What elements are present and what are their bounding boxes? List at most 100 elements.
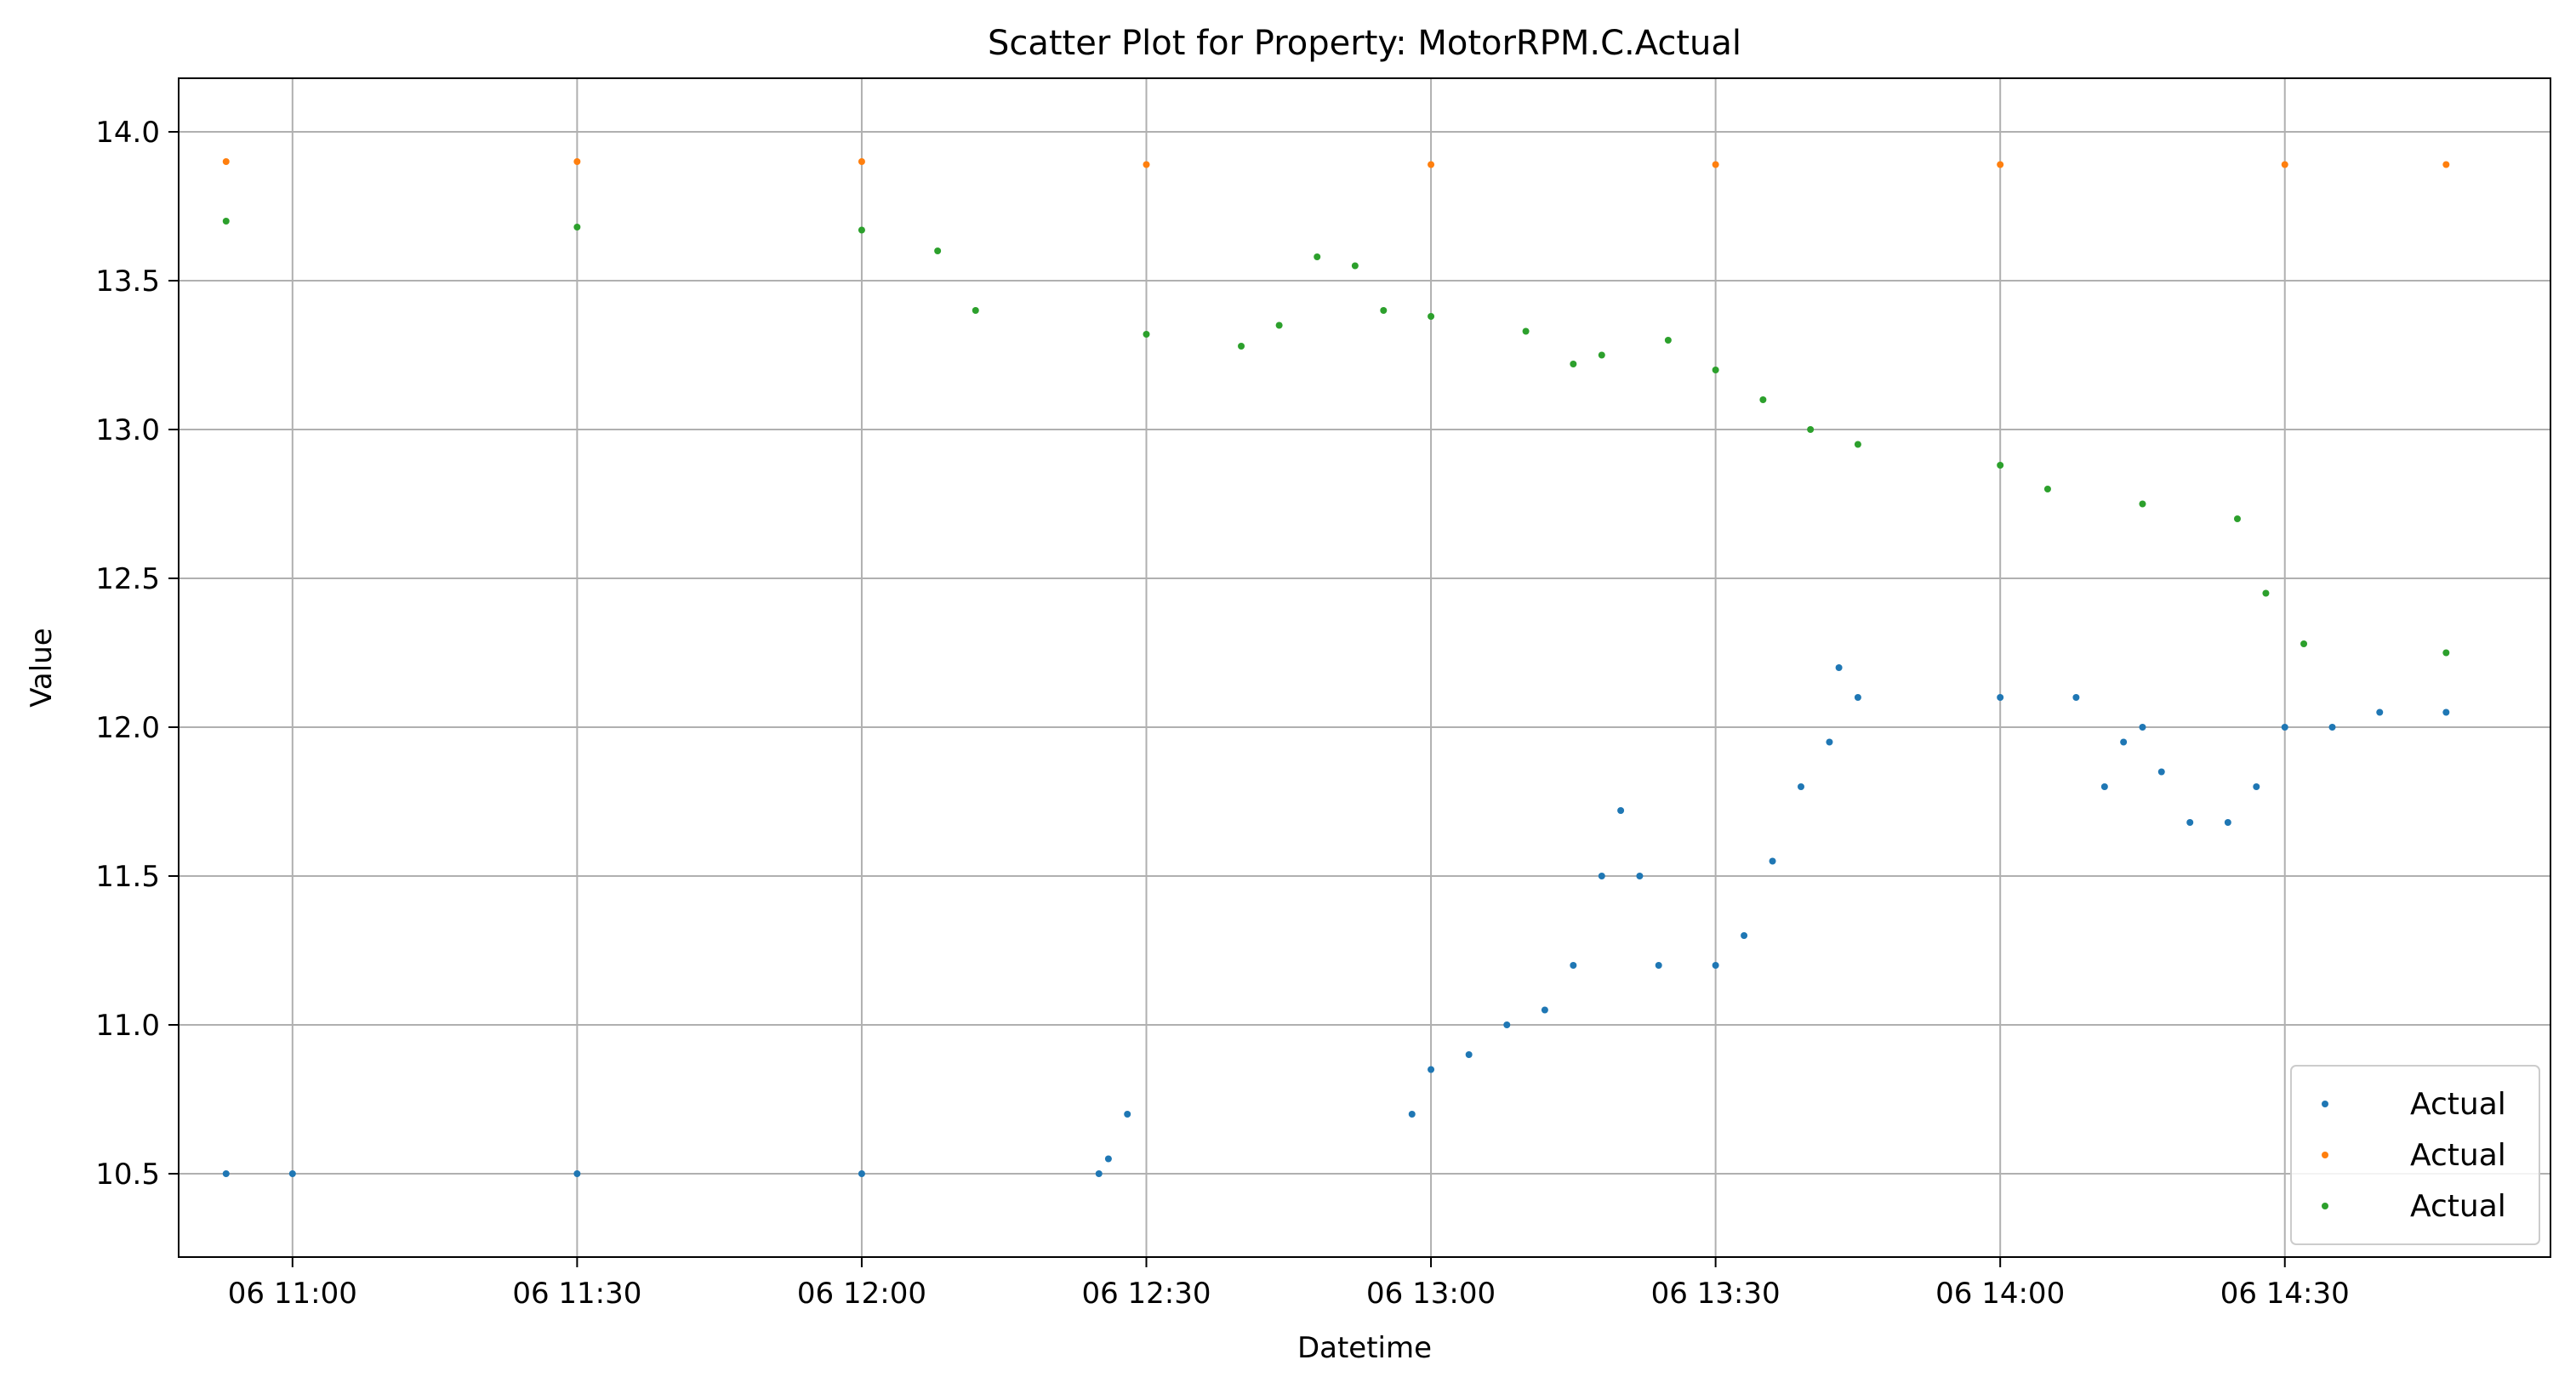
- legend: Actual Actual Actual: [2290, 1065, 2540, 1245]
- data-point: [858, 226, 865, 234]
- data-points: [222, 158, 2450, 1177]
- data-point: [858, 1170, 865, 1177]
- data-point: [1124, 1111, 1131, 1118]
- data-point: [2157, 768, 2165, 776]
- data-point: [2253, 783, 2260, 790]
- y-tick-label: 14.0: [95, 116, 160, 150]
- data-point: [1835, 664, 1843, 671]
- data-point: [2376, 708, 2384, 716]
- x-axis: 06 11:00 06 11:30 06 12:00 06 12:30 06 13:00…: [228, 1257, 2350, 1311]
- data-point: [1143, 331, 1150, 338]
- data-point: [2262, 589, 2270, 597]
- x-tick-label: 06 12:30: [1081, 1277, 1211, 1311]
- data-point: [858, 158, 865, 165]
- data-point: [1826, 738, 1833, 746]
- data-point: [2442, 161, 2450, 168]
- data-point: [1465, 1051, 1473, 1058]
- data-point: [2300, 640, 2308, 647]
- data-point: [1541, 1006, 1548, 1014]
- x-tick-label: 06 11:30: [512, 1277, 641, 1311]
- data-point: [222, 218, 230, 225]
- data-point: [222, 1170, 230, 1177]
- data-point: [1428, 161, 1435, 168]
- data-point: [222, 158, 230, 165]
- data-point: [1095, 1170, 1103, 1177]
- y-tick-label: 13.0: [95, 413, 160, 447]
- data-point: [2120, 738, 2128, 746]
- data-point: [1598, 873, 1605, 879]
- legend-marker-green: [2322, 1203, 2328, 1209]
- data-point: [2139, 724, 2146, 731]
- data-point: [573, 158, 581, 165]
- data-point: [1598, 351, 1605, 359]
- x-tick-label: 06 14:00: [1935, 1277, 2065, 1311]
- data-point: [2100, 783, 2108, 790]
- series-3-points: [222, 218, 2450, 657]
- data-point: [1741, 932, 1748, 939]
- data-point: [1143, 161, 1150, 168]
- legend-label-3: Actual: [2410, 1189, 2506, 1224]
- legend-label-1: Actual: [2410, 1087, 2506, 1122]
- data-point: [2043, 486, 2051, 492]
- data-point: [1428, 1066, 1435, 1073]
- data-point: [1854, 694, 1861, 701]
- data-point: [2328, 724, 2336, 731]
- data-point: [1997, 161, 2004, 168]
- legend-label-2: Actual: [2410, 1138, 2506, 1173]
- data-point: [573, 224, 581, 230]
- data-point: [1712, 367, 1719, 373]
- data-point: [1997, 694, 2004, 701]
- data-point: [1797, 783, 1804, 790]
- data-point: [1636, 873, 1644, 879]
- y-tick-label: 11.5: [95, 860, 160, 894]
- data-point: [1712, 161, 1719, 168]
- data-point: [2072, 694, 2080, 701]
- data-point: [934, 248, 942, 254]
- series-2-points: [222, 158, 2450, 168]
- y-tick-label: 12.0: [95, 711, 160, 745]
- chart-title: Scatter Plot for Property: MotorRPM.C.Ac…: [988, 24, 1741, 63]
- data-point: [1503, 1021, 1511, 1028]
- data-point: [1769, 857, 1776, 865]
- data-point: [1570, 962, 1577, 969]
- y-tick-label: 11.0: [95, 1009, 160, 1043]
- data-point: [2186, 819, 2194, 826]
- data-point: [2442, 708, 2450, 716]
- data-point: [1408, 1111, 1416, 1118]
- x-tick-label: 06 12:00: [797, 1277, 926, 1311]
- data-point: [2442, 649, 2450, 657]
- data-point: [1314, 253, 1321, 260]
- data-point: [288, 1170, 296, 1177]
- plot-area-frame: [178, 77, 2551, 1258]
- data-point: [1275, 321, 1283, 329]
- data-point: [972, 307, 979, 314]
- x-tick-label: 06 11:00: [228, 1277, 357, 1311]
- data-point: [573, 1170, 581, 1177]
- data-point: [1655, 962, 1662, 969]
- data-point: [2224, 819, 2231, 826]
- data-point: [2139, 500, 2146, 508]
- x-tick-label: 06 14:30: [2220, 1277, 2350, 1311]
- data-point: [1380, 307, 1388, 314]
- x-axis-label: Datetime: [1297, 1331, 1432, 1365]
- y-axis-label: Value: [25, 628, 59, 707]
- legend-marker-blue: [2322, 1101, 2328, 1107]
- legend-marker-orange: [2322, 1152, 2328, 1158]
- y-tick-label: 13.5: [95, 265, 160, 299]
- x-tick-label: 06 13:00: [1366, 1277, 1496, 1311]
- y-tick-label: 10.5: [95, 1158, 160, 1192]
- data-point: [1712, 962, 1719, 969]
- data-point: [1807, 426, 1815, 433]
- data-point: [1854, 441, 1861, 448]
- x-tick-label: 06 13:30: [1651, 1277, 1781, 1311]
- data-point: [1997, 462, 2004, 469]
- data-point: [2281, 161, 2288, 168]
- data-point: [1351, 262, 1359, 270]
- data-point: [1617, 807, 1625, 814]
- y-tick-label: 12.5: [95, 562, 160, 596]
- data-point: [1238, 343, 1245, 350]
- data-point: [1428, 313, 1435, 320]
- legend-box: [2290, 1065, 2540, 1245]
